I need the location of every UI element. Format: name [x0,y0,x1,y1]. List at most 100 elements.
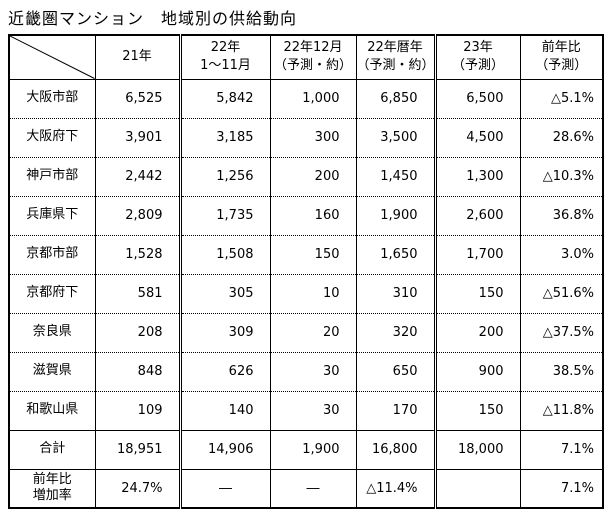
col-header-year22-dec: 22年12月 （予測・約） [269,35,356,80]
area-label: 兵庫県下 [8,195,95,235]
value-cell: 20 [269,312,356,352]
col-header-line2: （予測・約） [356,58,435,74]
value-cell: 3,185 [178,117,270,157]
value-cell: 320 [355,312,435,352]
table-row: 滋賀県 848 626 30 650 900 38.5% [8,351,603,391]
table-row: 神戸市部 2,442 1,256 200 1,450 1,300 △10.3% [8,156,603,196]
value-cell: 300 [269,117,356,157]
value-cell: 305 [178,273,270,313]
corner-cell [8,35,95,80]
supply-table: 21年 22年 1～11月 22年12月 （予測・約） 22年暦年 （予測・約）… [8,34,604,509]
value-cell: 309 [178,312,270,352]
value-cell: 2,442 [94,156,180,196]
value-cell: 140 [178,390,270,430]
header-row: 21年 22年 1～11月 22年12月 （予測・約） 22年暦年 （予測・約）… [8,35,603,80]
table-row: 和歌山県 109 140 30 170 150 △11.8% [8,390,603,430]
col-header-line1: 21年 [122,49,152,65]
value-cell: 30 [269,390,356,430]
table-row: 奈良県 208 309 20 320 200 △37.5% [8,312,603,352]
value-cell: 650 [355,351,435,391]
value-cell: 6,525 [94,79,180,118]
table-body: 大阪市部 6,525 5,842 1,000 6,850 6,500 △5.1%… [8,79,603,508]
page-title: 近畿圏マンション 地域別の供給動向 [8,9,298,28]
value-cell: 1,256 [178,156,270,196]
area-label: 前年比 増加率 [8,468,95,508]
col-header-line1: 前年比 [541,40,581,56]
area-label: 合計 [8,429,95,469]
value-cell: 4,500 [433,117,520,157]
value-cell: 28.6% [519,117,603,157]
value-cell: △11.4% [355,468,435,508]
value-cell: 1,900 [269,429,356,469]
value-cell: 200 [433,312,520,352]
diagonal-line [10,36,95,79]
value-cell: 14,906 [178,429,270,469]
value-cell: △37.5% [519,312,603,352]
area-label: 京都府下 [8,273,95,313]
value-cell: ― [269,468,356,508]
value-cell: 10 [269,273,356,313]
area-label: 滋賀県 [8,351,95,391]
value-cell: 2,809 [94,195,180,235]
value-cell: 16,800 [355,429,435,469]
value-cell: 7.1% [519,429,603,469]
value-cell: 30 [269,351,356,391]
col-header-line2: （予測・約） [273,58,352,74]
value-cell: 7.1% [519,468,603,508]
area-label: 大阪府下 [8,117,95,157]
col-header-yoy: 前年比 （予測） [519,35,603,80]
value-cell: 160 [269,195,356,235]
table-row: 大阪府下 3,901 3,185 300 3,500 4,500 28.6% [8,117,603,157]
value-cell: 1,900 [355,195,435,235]
value-cell: 1,300 [433,156,520,196]
value-cell: 848 [94,351,180,391]
value-cell: 1,700 [433,234,520,274]
value-cell: 24.7% [94,468,180,508]
value-cell: 150 [269,234,356,274]
value-cell: 200 [269,156,356,196]
area-label: 和歌山県 [8,390,95,430]
value-cell: 18,000 [433,429,520,469]
value-cell: 150 [433,390,520,430]
value-cell: △10.3% [519,156,603,196]
table-row: 大阪市部 6,525 5,842 1,000 6,850 6,500 △5.1% [8,79,603,118]
col-header-line1: 22年暦年 [367,40,423,56]
col-header-year23: 23年 （予測） [433,35,520,80]
col-header-line2: （予測） [451,58,504,74]
value-cell: 900 [433,351,520,391]
value-cell: 1,000 [269,79,356,118]
area-label: 京都市部 [8,234,95,274]
value-cell: 36.8% [519,195,603,235]
value-cell: 3.0% [519,234,603,274]
col-header-line2: 1～11月 [200,58,251,74]
value-cell: 581 [94,273,180,313]
col-header-year22-full: 22年暦年 （予測・約） [355,35,435,80]
area-label: 奈良県 [8,312,95,352]
col-header-line2: （予測） [535,58,588,74]
col-header-year21: 21年 [94,35,180,80]
value-cell: 3,901 [94,117,180,157]
value-cell: 2,600 [433,195,520,235]
value-cell: 6,850 [355,79,435,118]
area-label: 大阪市部 [8,79,95,118]
table-row: 京都市部 1,528 1,508 150 1,650 1,700 3.0% [8,234,603,274]
value-cell: 170 [355,390,435,430]
col-header-line1: 22年12月 [283,40,343,56]
value-cell: 109 [94,390,180,430]
value-cell: △5.1% [519,79,603,118]
value-cell: 1,450 [355,156,435,196]
value-cell: △11.8% [519,390,603,430]
area-label: 神戸市部 [8,156,95,196]
value-cell: 3,500 [355,117,435,157]
table-row: 合計 18,951 14,906 1,900 16,800 18,000 7.1… [8,429,603,469]
value-cell: 208 [94,312,180,352]
value-cell: 626 [178,351,270,391]
value-cell: 150 [433,273,520,313]
col-header-line1: 23年 [463,40,493,56]
col-header-line1: 22年 [210,40,241,56]
value-cell: 1,508 [178,234,270,274]
table-row: 兵庫県下 2,809 1,735 160 1,900 2,600 36.8% [8,195,603,235]
col-header-year22-jan-nov: 22年 1～11月 [178,35,270,80]
table-row: 前年比 増加率 24.7% ― ― △11.4% 7.1% [8,468,603,508]
